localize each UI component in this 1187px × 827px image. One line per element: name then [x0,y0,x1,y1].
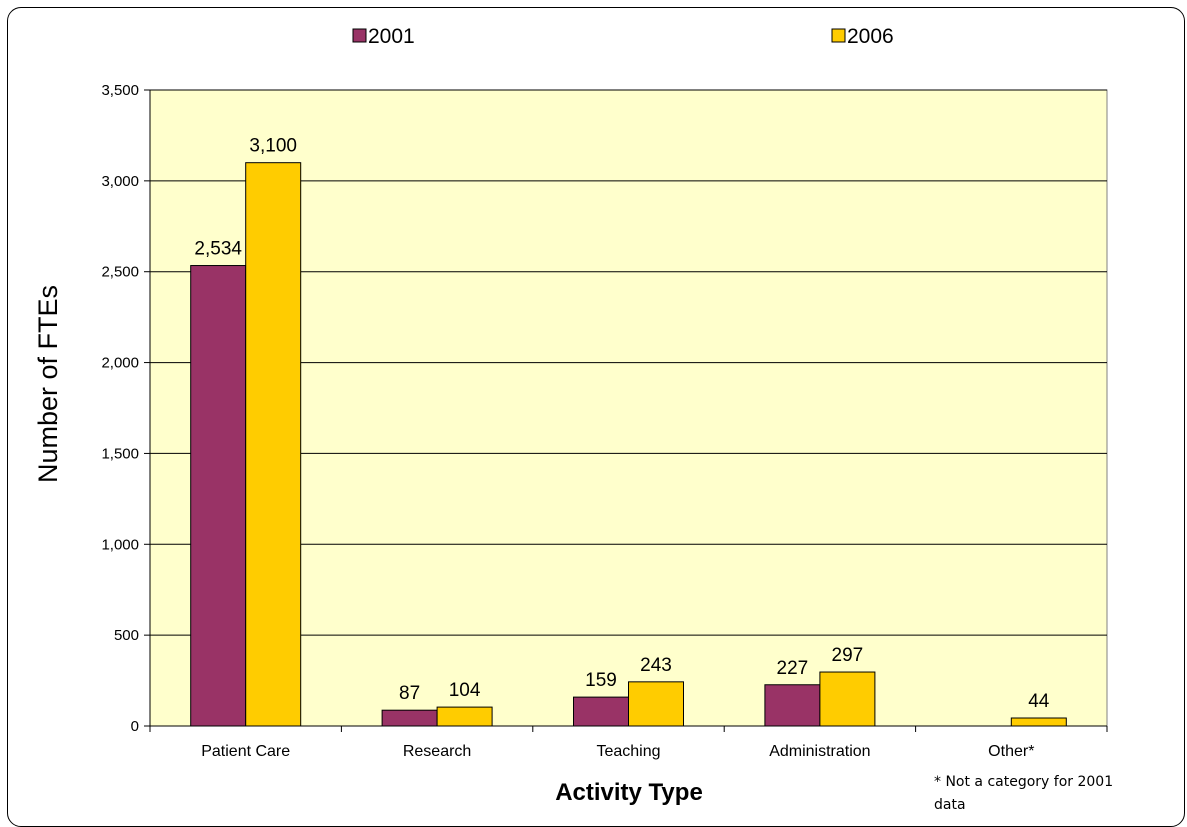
legend-swatch-2001 [352,28,367,43]
data-label-2006-0: 3,100 [249,136,297,157]
legend-label-2006: 2006 [847,25,894,48]
bar-2006-0 [245,162,302,727]
bar-2006-4 [1010,717,1067,727]
bar-2006-1 [436,706,493,727]
legend-label-2001: 2001 [368,25,415,48]
plot-area-group [149,89,1108,727]
data-labels: 2,534 87 159 227 3,100 104 243 297 44 [194,136,1049,712]
y-tick-label-2: 1,000 [101,536,139,553]
y-tick-label-4: 2,000 [101,355,139,372]
data-label-2006-3: 297 [832,645,864,666]
y-tick-label-7: 3,500 [101,82,139,99]
x-tick-label-1: Research [403,743,471,760]
x-tick-label-0: Patient Care [201,743,290,760]
gridlines [150,89,1107,636]
y-tick-label-3: 1,500 [101,445,139,462]
y-axis-title: Number of FTEs [33,285,63,483]
footnote-line-1: * Not a category for 2001 [934,774,1113,790]
legend-swatch-2006 [831,28,846,43]
data-label-2001-0: 2,534 [194,239,242,260]
x-tick-label-3: Administration [769,743,870,760]
data-label-2001-3: 227 [777,658,809,679]
bar-2006-3 [819,671,876,727]
plot-area [149,89,1108,727]
bar-2001-1 [381,709,438,727]
data-label-2001-1: 87 [399,683,420,704]
x-tick-labels: Patient Care Research Teaching Administrati… [201,743,1034,760]
y-tick-label-6: 3,000 [101,173,139,190]
data-label-2006-1: 104 [449,680,481,701]
x-tick-label-2: Teaching [596,743,660,760]
bar-2006-2 [628,681,684,727]
bar-2001-0 [190,265,247,727]
bar-2001-2 [573,696,629,727]
bar-2001-3 [764,684,821,727]
legend: 2001 2006 [352,25,894,48]
y-tick-label-1: 500 [114,627,139,644]
data-label-2001-2: 159 [585,670,617,691]
x-axis-title: Activity Type [555,779,703,806]
data-label-2006-4: 44 [1028,691,1050,712]
footnote-line-2: data [934,797,966,811]
axes [144,89,1108,732]
x-tick-label-4: Other* [988,743,1034,760]
y-tick-labels: 0 500 1,000 1,500 2,000 2,500 3,000 3,500 [101,82,139,735]
y-tick-label-0: 0 [131,718,139,735]
data-label-2006-2: 243 [640,655,672,676]
y-tick-label-5: 2,500 [101,264,139,281]
